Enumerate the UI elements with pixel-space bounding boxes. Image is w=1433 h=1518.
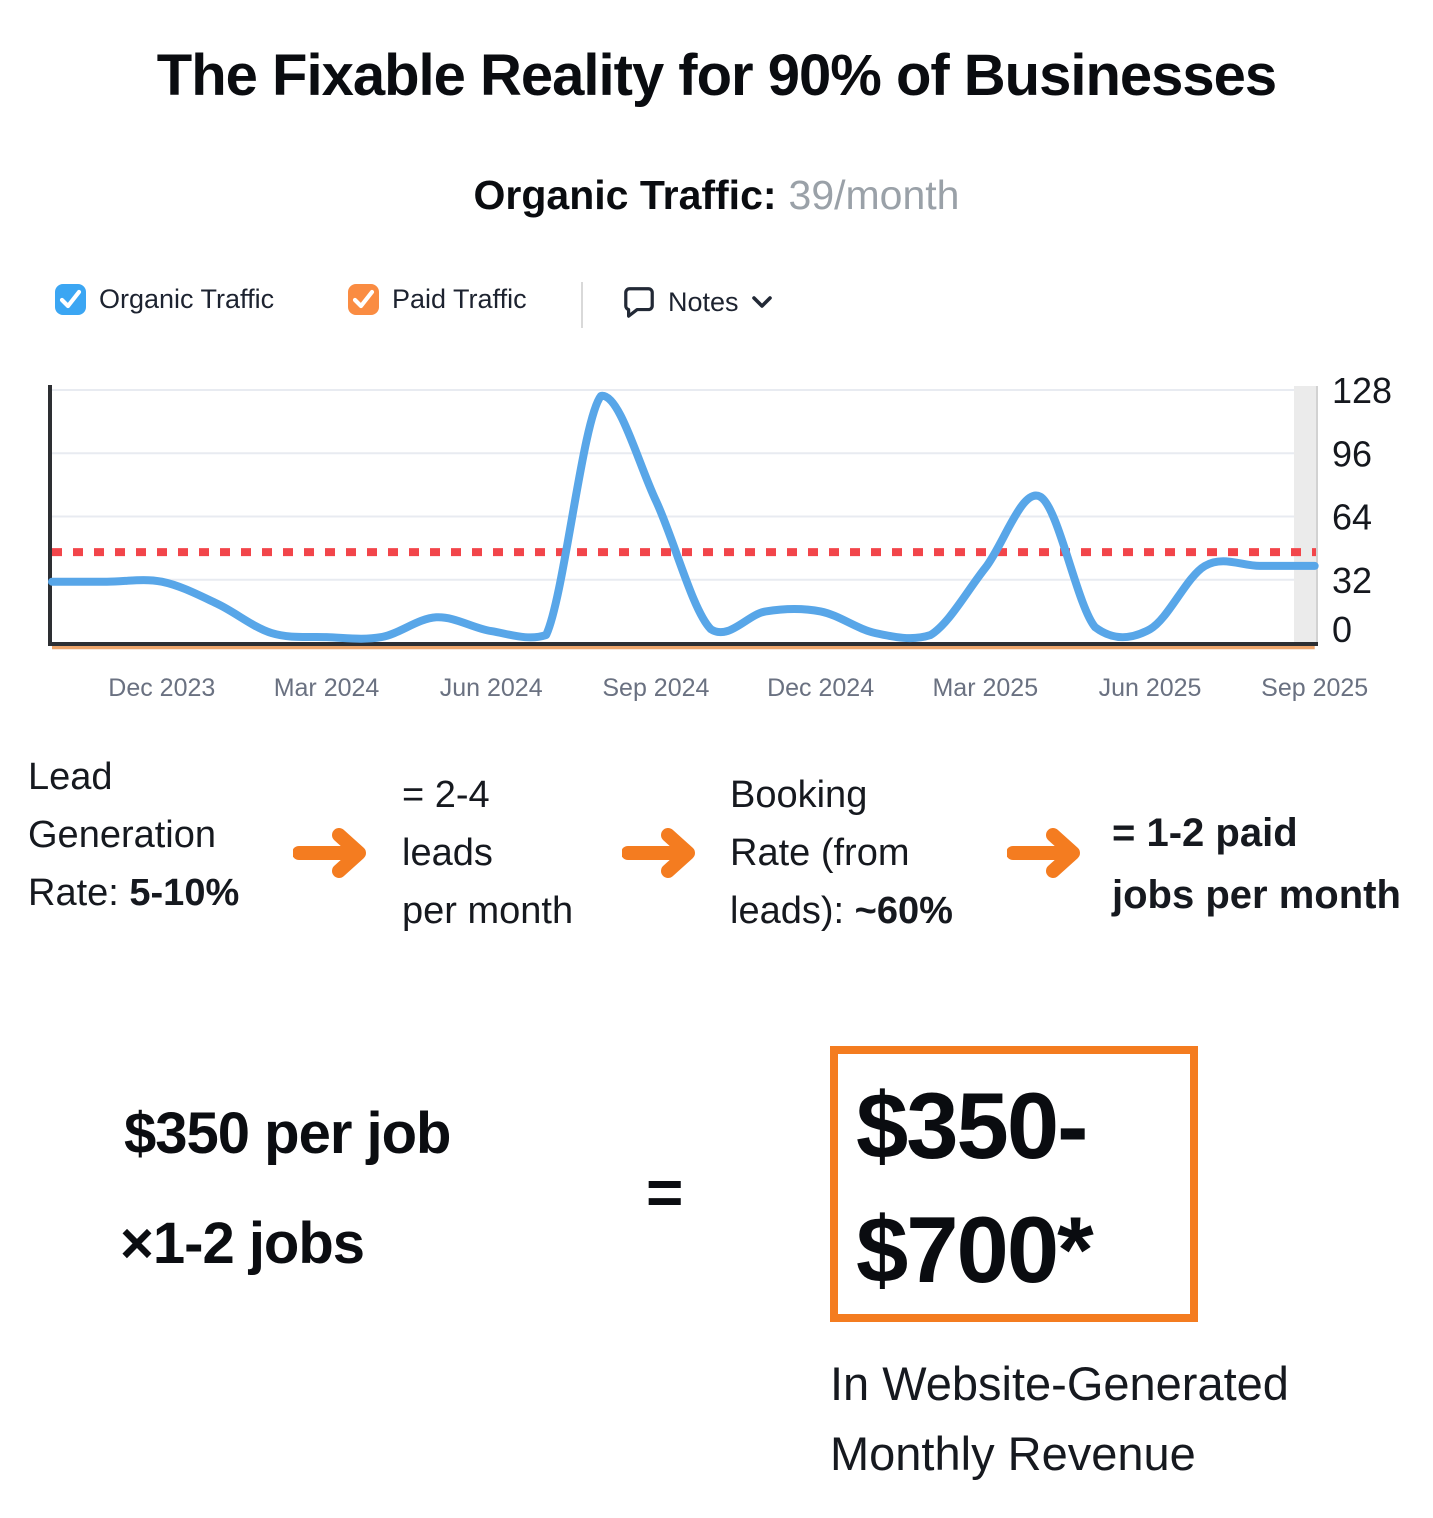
svg-text:Dec 2023: Dec 2023: [108, 674, 215, 702]
svg-text:128: 128: [1332, 370, 1392, 411]
svg-text:Sep 2024: Sep 2024: [602, 674, 709, 702]
flow-step-leads-per-month: = 2-4 leads per month: [402, 766, 632, 940]
legend-label-paid: Paid Traffic: [392, 284, 527, 314]
legend-item-organic-traffic[interactable]: Organic Traffic: [55, 284, 274, 315]
flow-text-line: Generation: [28, 814, 217, 856]
svg-text:Mar 2024: Mar 2024: [274, 674, 380, 702]
svg-text:0: 0: [1332, 609, 1352, 650]
flow-arrow-icon: [622, 828, 695, 878]
notes-label: Notes: [668, 286, 739, 317]
notes-button[interactable]: Notes: [622, 284, 773, 320]
flow-step-paid-jobs: = 1-2 paid jobs per month: [1112, 802, 1433, 926]
legend-item-paid-traffic[interactable]: Paid Traffic: [348, 284, 527, 315]
svg-text:96: 96: [1332, 433, 1372, 474]
page-title: The Fixable Reality for 90% of Businesse…: [156, 43, 1277, 108]
organic-traffic-checkbox[interactable]: [55, 284, 86, 315]
flow-step-lead-gen-rate: Lead Generation Rate: 5-10%: [28, 748, 288, 922]
flow-text-line: leads): ~60%: [730, 890, 953, 932]
revenue-result-box: $350- $700*: [830, 1046, 1198, 1322]
checkmark-icon: [59, 289, 82, 309]
flow-text-line: Booking: [730, 774, 868, 816]
chevron-down-icon: [751, 296, 772, 308]
traffic-line-chart[interactable]: 128 96 64 32 0 Dec 2023 Mar 2024 Jun 2024 Sep 20…: [0, 355, 1433, 705]
equation-price-per-job: $350 per job: [124, 1101, 451, 1166]
revenue-range-line: $350-: [856, 1073, 1088, 1178]
svg-text:Mar 2025: Mar 2025: [932, 674, 1038, 702]
flow-step-booking-rate: Booking Rate (from leads): ~60%: [730, 766, 1030, 940]
flow-arrow-icon: [1007, 828, 1080, 878]
flow-text-line: Lead: [28, 756, 113, 798]
equation-jobs-multiplier: ×1-2 jobs: [120, 1211, 365, 1276]
legend-label-organic: Organic Traffic: [99, 284, 275, 314]
subtitle-metric-value: 39/month: [788, 172, 960, 218]
legend-divider: [581, 282, 583, 328]
flow-text-line: = 1-2 paid: [1112, 811, 1298, 855]
flow-text-line: jobs per month: [1112, 873, 1401, 917]
revenue-caption: Monthly Revenue: [830, 1427, 1196, 1480]
flow-text-line: leads: [402, 832, 493, 874]
chart-subtitle: Organic Traffic: 39/month: [0, 172, 1433, 219]
paid-traffic-checkbox[interactable]: [348, 284, 379, 315]
flow-arrow-icon: [293, 828, 366, 878]
svg-text:Sep 2025: Sep 2025: [1261, 674, 1368, 702]
equals-sign: =: [646, 1156, 684, 1228]
svg-text:64: 64: [1332, 497, 1372, 538]
notes-comment-icon: [624, 287, 654, 318]
subtitle-metric-label: Organic Traffic:: [473, 172, 777, 218]
svg-text:Dec 2024: Dec 2024: [767, 674, 874, 702]
flow-text-line: Rate (from: [730, 832, 910, 874]
svg-text:Jun 2025: Jun 2025: [1099, 674, 1202, 702]
flow-text-line: per month: [402, 890, 574, 932]
flow-text-line: Rate: 5-10%: [28, 872, 240, 914]
chart-legend: Organic Traffic Paid Traffic Notes: [0, 282, 1433, 332]
revenue-caption: In Website-Generated: [830, 1357, 1289, 1410]
svg-text:Jun 2024: Jun 2024: [440, 674, 543, 702]
checkmark-icon: [352, 289, 375, 309]
revenue-range-line: $700*: [856, 1197, 1094, 1302]
svg-text:32: 32: [1332, 560, 1372, 601]
flow-text-line: = 2-4: [402, 774, 490, 816]
